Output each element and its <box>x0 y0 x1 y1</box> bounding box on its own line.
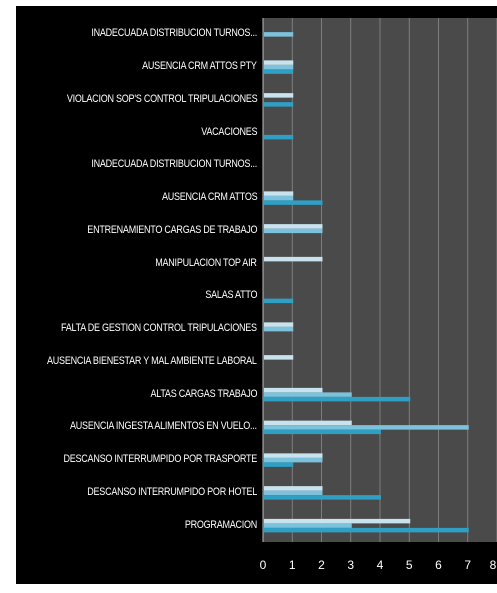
bar <box>264 102 294 107</box>
category-label: AUSENCIA CRM ATTOS PTY <box>142 60 257 73</box>
bar <box>264 392 352 397</box>
category-label: DESCANSO INTERRUMPIDO POR TRASPORTE <box>63 453 257 466</box>
bar <box>264 191 294 196</box>
x-tick-label: 4 <box>376 558 384 572</box>
bar <box>264 355 294 360</box>
bar <box>264 60 294 65</box>
bar <box>264 523 352 528</box>
bar <box>264 64 294 70</box>
bar <box>264 429 381 435</box>
category-label: AUSENCIA CRM ATTOS <box>161 191 258 204</box>
category-label: VACACIONES <box>200 125 257 138</box>
category-label: DESCANSO INTERRUMPIDO POR HOTEL <box>87 485 257 498</box>
bar <box>264 462 294 467</box>
bar <box>264 322 294 327</box>
category-label: AUSENCIA INGESTA ALIMENTOS EN VUELO... <box>70 420 257 433</box>
bar <box>264 228 323 234</box>
category-label: VIOLACION SOP'S CONTROL TRIPULACIONES <box>66 92 257 105</box>
x-tick-label: 8 <box>489 558 497 572</box>
bar <box>264 298 294 304</box>
bar <box>264 256 323 262</box>
bar <box>264 69 294 74</box>
x-tick-label: 6 <box>435 558 442 572</box>
category-label: ALTAS CARGAS TRABAJO <box>150 387 257 400</box>
x-tick-label: 1 <box>288 558 296 572</box>
x-tick-label: 3 <box>347 558 355 572</box>
category-label: MANIPULACION TOP AIR <box>155 256 258 269</box>
bar <box>264 495 381 500</box>
bar <box>264 200 323 205</box>
x-tick-label: 7 <box>464 558 472 572</box>
bar <box>264 32 294 37</box>
x-tick-label: 5 <box>405 558 413 572</box>
bar <box>264 195 294 201</box>
bar <box>264 396 411 402</box>
bar <box>264 93 294 98</box>
bar <box>264 453 323 458</box>
bar <box>264 425 469 430</box>
category-label: INADECUADA DISTRIBUCION TURNOS... <box>91 27 257 40</box>
bar <box>264 457 323 463</box>
bar <box>264 224 323 229</box>
category-label: ENTRENAMIENTO CARGAS DE TRABAJO <box>87 223 257 236</box>
category-label: INADECUADA DISTRIBUCION TURNOS... <box>91 158 257 171</box>
bar <box>264 134 294 140</box>
category-label: SALAS ATTO <box>205 289 257 302</box>
bar <box>264 518 411 524</box>
bar <box>264 420 352 426</box>
category-label: PROGRAMACION <box>184 518 257 531</box>
bar <box>264 486 323 491</box>
category-label: FALTA DE GESTION CONTROL TRIPULACIONES <box>61 322 257 335</box>
category-label: AUSENCIA BIENESTAR Y MAL AMBIENTE LABORA… <box>47 354 257 367</box>
bar <box>264 326 294 332</box>
bar <box>264 527 469 533</box>
x-tick-label: 0 <box>259 558 267 572</box>
bar <box>264 490 323 496</box>
bar <box>264 387 323 393</box>
x-tick-label: 2 <box>318 558 325 572</box>
